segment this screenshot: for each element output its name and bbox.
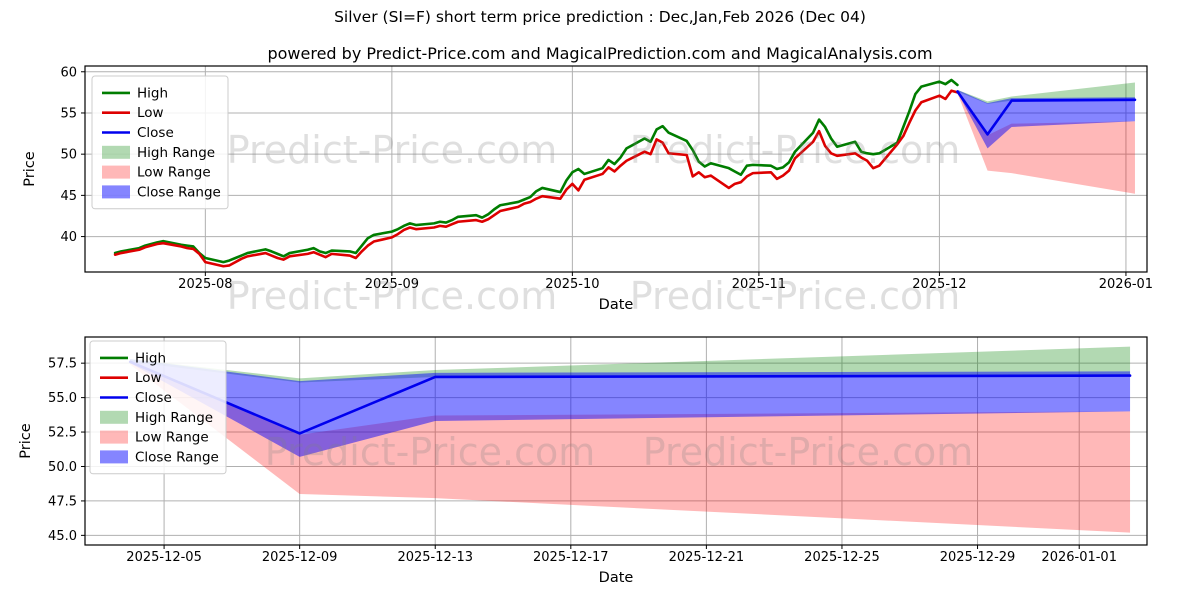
legend-label-low-range: Low Range <box>137 165 211 181</box>
legend-swatch-close-range <box>100 450 128 464</box>
band-close-range <box>957 89 1135 149</box>
legend-box <box>89 340 227 475</box>
legend-label-low: Low <box>135 370 162 386</box>
series-high-line <box>113 78 959 264</box>
y-tick-label: 40 <box>60 230 77 245</box>
grid <box>85 66 1147 272</box>
figure-title: Silver (SI=F) short term price predictio… <box>334 8 866 26</box>
legend-label-low: Low <box>137 105 164 121</box>
legend-label-close-range: Close Range <box>137 184 221 200</box>
axes: 2025-12-05 2025-12-09 2025-12-13 2025-12-17… <box>18 357 1117 586</box>
x-axis-label: Date <box>599 297 634 313</box>
legend-swatch-close-range <box>102 185 130 199</box>
band-close-range <box>130 359 1131 457</box>
legend-label-close: Close <box>135 390 172 406</box>
y-tick-label: 60 <box>60 65 77 80</box>
band-high-range <box>130 346 1131 383</box>
legend-label-high-range: High Range <box>137 145 215 161</box>
legend: High Low Close High Range Low Range Close Ran… <box>91 75 229 210</box>
series-low-line <box>113 89 959 268</box>
legend-label-low-range: Low Range <box>135 430 209 446</box>
legend-swatch-high-range <box>100 410 128 424</box>
legend-label-close-range: Close Range <box>135 449 219 465</box>
legend-label-high: High <box>135 350 166 366</box>
y-axis-label: Price <box>18 423 34 458</box>
x-tick-label: 2025-12 <box>912 277 966 292</box>
band-high-range <box>957 82 1135 104</box>
x-tick-label: 2026-01 <box>1099 277 1153 292</box>
y-axis-label: Price <box>22 151 38 186</box>
y-tick-label: 57.5 <box>48 357 77 372</box>
x-tick-label: 2025-10 <box>545 277 599 292</box>
band-low-range <box>130 363 1131 533</box>
x-tick-label: 2025-12-05 <box>126 550 202 565</box>
y-tick-label: 50.0 <box>48 460 77 475</box>
legend-swatch-high-range <box>102 145 130 159</box>
x-tick-label: 2025-12-21 <box>669 550 745 565</box>
x-tick-label: 2025-09 <box>365 277 419 292</box>
x-tick-label: 2025-12-29 <box>940 550 1016 565</box>
x-axis-label: Date <box>599 570 634 586</box>
y-tick-label: 52.5 <box>48 426 77 441</box>
y-tick-label: 50 <box>60 148 77 163</box>
top-chart: 2025-08 2025-09 2025-10 2025-11 2025-12 2026-… <box>22 65 1153 313</box>
legend-swatch-low-range <box>102 165 130 179</box>
legend-label-close: Close <box>137 125 174 141</box>
plot-frame <box>84 65 1148 273</box>
x-tick-label: 2025-12-25 <box>804 550 880 565</box>
x-tick-label: 2026-01-01 <box>1041 550 1117 565</box>
plot-frame <box>84 336 1148 546</box>
y-tick-label: 45 <box>60 189 77 204</box>
y-tick-label: 47.5 <box>48 494 77 509</box>
y-tick-label: 45.0 <box>48 529 77 544</box>
x-tick-label: 2025-08 <box>178 277 232 292</box>
bottom-chart: 2025-12-05 2025-12-09 2025-12-13 2025-12-17… <box>18 336 1148 586</box>
legend-label-high-range: High Range <box>135 410 213 426</box>
series-close-line <box>956 90 1137 136</box>
legend-swatch-low-range <box>100 430 128 444</box>
figure-subtitle: powered by Predict-Price.com and Magical… <box>267 44 933 63</box>
y-tick-label: 55.0 <box>48 391 77 406</box>
legend-label-high: High <box>137 85 168 101</box>
grid <box>85 337 1147 545</box>
x-tick-label: 2025-12-09 <box>262 550 338 565</box>
x-tick-label: 2025-12-17 <box>533 550 609 565</box>
y-tick-label: 55 <box>60 106 77 121</box>
axes: 2025-08 2025-09 2025-10 2025-11 2025-12 2026-… <box>22 65 1153 313</box>
band-low-range <box>957 92 1135 194</box>
x-tick-label: 2025-11 <box>732 277 786 292</box>
legend: High Low Close High Range Low Range Close Ran… <box>89 340 227 475</box>
x-tick-label: 2025-12-13 <box>397 550 473 565</box>
legend-box <box>91 75 229 210</box>
